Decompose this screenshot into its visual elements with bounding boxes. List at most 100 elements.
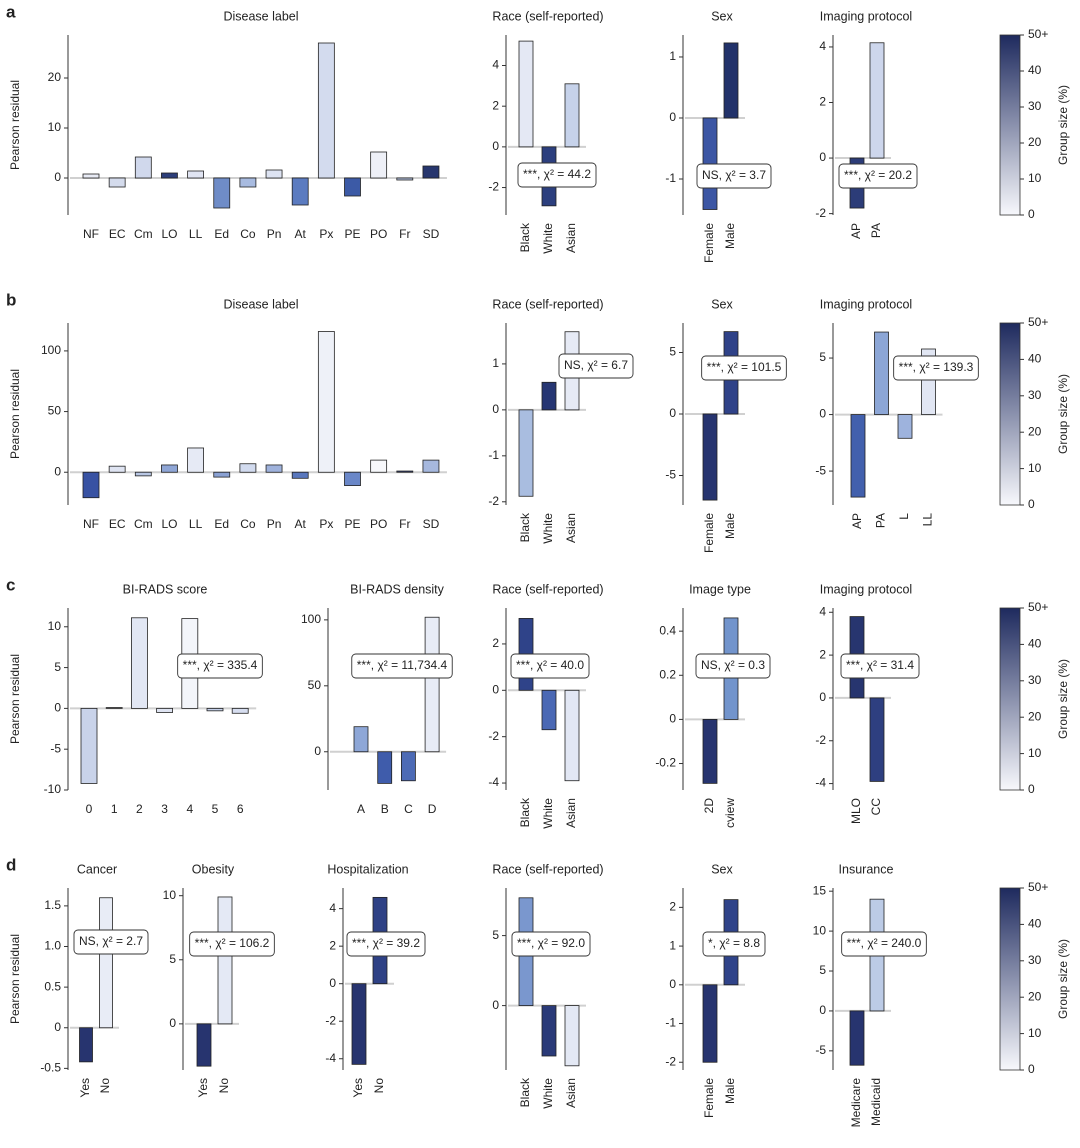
y-axis-title: Pearson residual [8, 654, 22, 744]
y-tick-label: 1 [669, 938, 676, 952]
bar [134, 156, 152, 179]
bar [422, 165, 440, 179]
colorbar-title: Group size (%) [1056, 939, 1070, 1019]
x-tick-label: EC [109, 517, 126, 531]
y-tick-label: 0 [329, 976, 336, 990]
annotation: ***, χ² = 101.5 [707, 360, 782, 374]
bar-chart: Hospitalization -4 -2 0 2 4 Yes No ***, χ² = 39.… [325, 862, 426, 1098]
bar [80, 707, 98, 784]
y-tick-label: -1 [665, 1016, 676, 1030]
y-tick-label: 2 [669, 900, 676, 914]
x-tick-label: 5 [212, 802, 219, 816]
y-tick-label: 20 [48, 70, 62, 84]
y-tick-label: -0.5 [40, 1061, 61, 1075]
bar [723, 42, 739, 119]
annotation: ***, χ² = 31.4 [846, 658, 914, 672]
bar [850, 414, 866, 498]
chart-title: Imaging protocol [820, 9, 912, 23]
annotation-box [73, 929, 149, 955]
y-tick-label: -2 [815, 733, 826, 747]
y-tick-label: 0 [492, 139, 499, 153]
bar [317, 42, 335, 179]
bar [564, 83, 580, 148]
colorbar-tick-label: 0 [1028, 1062, 1035, 1076]
bar-chart: c Pearson residual BI-RADS score -10 -5 0 5 10 0… [6, 575, 263, 816]
bar [265, 169, 283, 179]
bar [422, 459, 440, 473]
bar-chart: Race (self-reported) 0 5 Black White Asian ***… [492, 862, 603, 1108]
colorbar-tick-label: 10 [1028, 746, 1042, 760]
bar [518, 409, 534, 497]
bar-chart: Sex -2 -1 0 1 2 Female Male *, χ² = 8.8 [665, 862, 766, 1118]
colorbar-tick-label: 40 [1028, 352, 1042, 366]
annotation-box [702, 931, 766, 957]
y-tick-label: 2 [819, 647, 826, 661]
bar-chart: Insurance -5 0 5 10 15 Medicare Medicaid ***, χ²… [813, 862, 927, 1127]
x-tick-label: White [541, 223, 555, 254]
x-tick-label: Fr [399, 517, 410, 531]
panel-label: b [6, 290, 16, 309]
bar [217, 896, 233, 1025]
y-tick-label: 2 [492, 636, 499, 650]
annotation-box [189, 931, 275, 957]
y-tick-label: 0 [819, 150, 826, 164]
colorbar-tick-label: 20 [1028, 135, 1042, 149]
y-axis-title: Pearson residual [8, 934, 22, 1024]
x-tick-label: Female [702, 1078, 716, 1118]
y-tick-label: -2 [488, 180, 499, 194]
y-tick-label: -10 [44, 782, 62, 796]
x-tick-label: MLO [849, 798, 863, 824]
x-tick-label: Pn [267, 517, 282, 531]
y-tick-label: 1.0 [44, 939, 61, 953]
x-tick-label: NF [83, 227, 99, 241]
bar [564, 689, 580, 782]
colorbar-scale [999, 34, 1021, 216]
y-tick-label: -1 [488, 448, 499, 462]
bar [231, 707, 249, 714]
y-tick-label: 0 [669, 110, 676, 124]
colorbar-tick-label: 0 [1028, 497, 1035, 511]
chart-title: Disease label [223, 9, 298, 23]
x-tick-label: Asian [564, 798, 578, 828]
annotation: ***, χ² = 40.0 [516, 658, 584, 672]
bar [564, 1005, 580, 1067]
bar-chart: a Pearson residual Disease label 0 10 20 NF EC C… [6, 2, 447, 241]
colorbar-scale [999, 607, 1021, 791]
y-tick-label: 5 [819, 350, 826, 364]
y-tick-label: 0 [669, 406, 676, 420]
x-tick-label: PE [344, 517, 360, 531]
annotation: ***, χ² = 92.0 [517, 936, 585, 950]
x-tick-label: AP [850, 513, 864, 529]
bar-chart: BI-RADS density 0 50 100 A B C D ***, χ² = 11,73… [301, 582, 453, 816]
x-tick-label: No [217, 1078, 231, 1094]
x-tick-label: LO [161, 227, 177, 241]
colorbar-tick-label: 10 [1028, 1026, 1042, 1040]
panel-label: d [6, 855, 16, 874]
bar [396, 177, 414, 181]
y-tick-label: 5 [54, 660, 61, 674]
y-tick-label: -4 [325, 1051, 336, 1065]
y-tick-label: -2 [815, 206, 826, 220]
bar [130, 617, 148, 709]
y-tick-label: 50 [48, 404, 62, 418]
annotation: NS, χ² = 0.3 [701, 658, 765, 672]
y-tick-label: 0 [492, 402, 499, 416]
y-tick-label: 100 [301, 612, 321, 626]
x-tick-label: Px [319, 517, 333, 531]
bar-chart: d Pearson residual Cancer -0.5 0 0.5 1.0 1.5 Yes… [6, 855, 149, 1098]
annotation: NS, χ² = 3.7 [702, 168, 766, 182]
annotation: ***, χ² = 11,734.4 [357, 658, 448, 672]
annotation: ***, χ² = 335.4 [183, 658, 258, 672]
y-tick-label: 100 [41, 343, 61, 357]
bar [344, 471, 361, 486]
x-tick-label: A [357, 802, 365, 816]
annotation: ***, χ² = 20.2 [844, 168, 912, 182]
bar [541, 689, 557, 731]
colorbar-scale [999, 887, 1021, 1071]
y-tick-label: -4 [815, 776, 826, 790]
y-tick-label: 4 [329, 901, 336, 915]
bar [370, 459, 388, 473]
bar [377, 751, 393, 784]
y-tick-label: 2 [329, 938, 336, 952]
